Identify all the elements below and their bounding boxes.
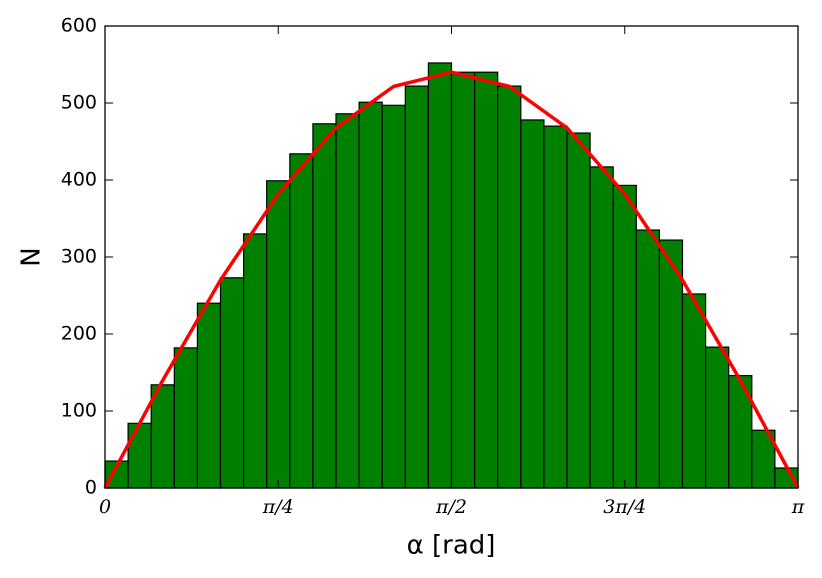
x-tick-label: π bbox=[791, 496, 805, 518]
y-tick-label: 200 bbox=[61, 323, 97, 345]
y-tick-label: 300 bbox=[61, 246, 97, 268]
bar bbox=[612, 184, 637, 489]
bar bbox=[589, 166, 614, 489]
bar bbox=[381, 104, 406, 489]
bar bbox=[150, 384, 175, 489]
y-tick-label: 500 bbox=[61, 92, 97, 114]
bar bbox=[520, 119, 545, 489]
x-axis-label: α [rad] bbox=[407, 531, 496, 561]
y-tick-label: 0 bbox=[85, 477, 97, 499]
bar bbox=[266, 180, 291, 489]
x-tick-label: π/2 bbox=[435, 496, 467, 518]
bar bbox=[289, 153, 314, 489]
x-tick-label: π/4 bbox=[262, 496, 294, 518]
bar bbox=[473, 71, 499, 489]
bar bbox=[497, 85, 522, 489]
x-tick-label: 0 bbox=[99, 496, 111, 518]
bar bbox=[358, 101, 383, 489]
y-tick-label: 600 bbox=[61, 15, 97, 37]
bar bbox=[127, 422, 152, 489]
bar bbox=[427, 62, 453, 489]
bar bbox=[196, 302, 222, 489]
fit-curve bbox=[103, 70, 800, 489]
bar bbox=[566, 132, 591, 489]
bar bbox=[704, 346, 730, 489]
bar bbox=[635, 229, 661, 489]
bar bbox=[312, 123, 337, 489]
bar bbox=[543, 125, 568, 489]
bar bbox=[681, 293, 707, 489]
y-axis-label: N bbox=[17, 247, 47, 266]
y-tick-label: 100 bbox=[61, 400, 97, 422]
bar bbox=[450, 71, 476, 489]
y-tick-label: 400 bbox=[61, 169, 97, 191]
bar bbox=[173, 347, 199, 489]
bar bbox=[404, 85, 430, 489]
bar bbox=[242, 233, 268, 489]
bar bbox=[219, 277, 245, 489]
x-tick-label: 3π/4 bbox=[603, 496, 646, 518]
bar bbox=[335, 113, 360, 489]
